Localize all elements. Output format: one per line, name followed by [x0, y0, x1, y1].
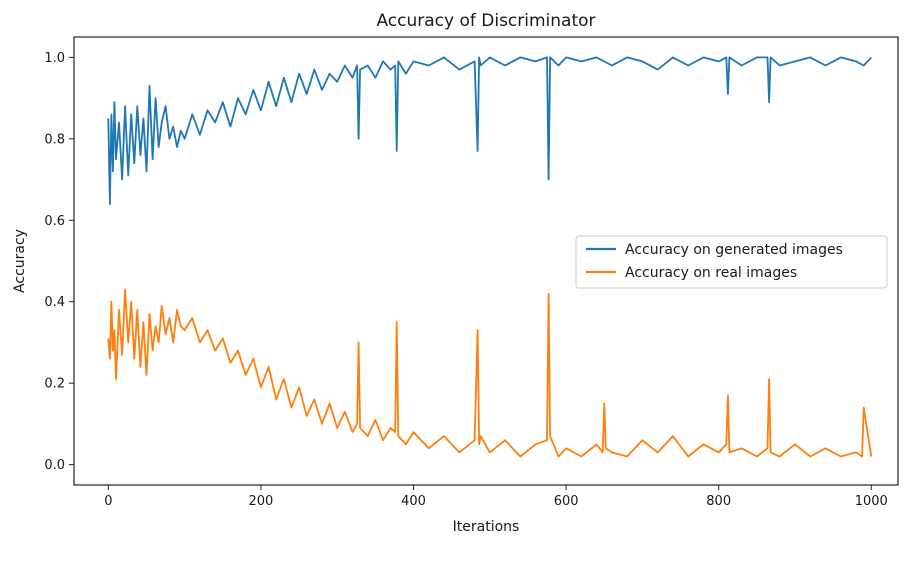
legend: Accuracy on generated images Accuracy on…: [575, 235, 888, 289]
legend-real-label: Accuracy on real images: [625, 265, 797, 281]
series-layer: [107, 56, 873, 458]
series-line-generated: [107, 56, 872, 205]
x-tick-label: 0: [104, 494, 112, 509]
y-tick-label: 0.6: [44, 214, 65, 229]
y-axis-label: Accuracy: [12, 229, 28, 293]
x-tick-label: 400: [401, 494, 426, 509]
y-tick-label: 1.0: [44, 51, 65, 66]
y-tick-label: 0.2: [44, 377, 65, 392]
x-tick-label: 200: [249, 494, 274, 509]
y-tick-label: 0.4: [44, 295, 65, 310]
y-axis-ticks: 0.0 0.2 0.4 0.6 0.8 1.0: [44, 51, 74, 473]
y-tick-label: 0.8: [44, 132, 65, 147]
legend-box: [575, 235, 888, 289]
legend-generated-label: Accuracy on generated images: [625, 242, 843, 258]
y-tick-label: 0.0: [44, 458, 65, 473]
x-axis-ticks: 0 200 400 600 800 1000: [104, 485, 888, 509]
x-tick-label: 800: [706, 494, 731, 509]
chart-title: Accuracy of Discriminator: [376, 11, 595, 31]
plot-area-frame: [73, 36, 899, 486]
x-tick-label: 600: [554, 494, 579, 509]
x-axis-label: Iterations: [453, 519, 520, 535]
x-tick-label: 1000: [855, 494, 888, 509]
series-line-real: [107, 288, 873, 458]
